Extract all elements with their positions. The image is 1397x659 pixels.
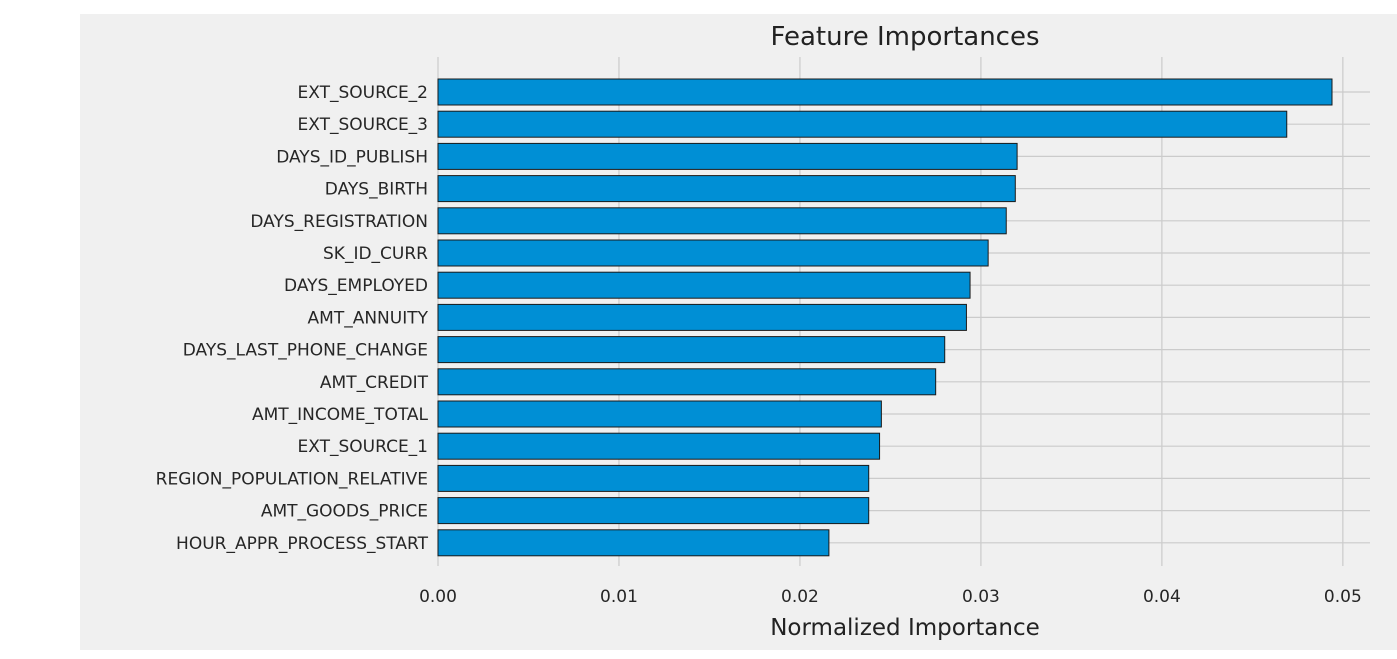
x-tick-label: 0.03 xyxy=(962,587,1000,607)
bar-days-last-phone-change xyxy=(437,336,946,364)
y-tick-label: EXT_SOURCE_2 xyxy=(298,83,428,103)
x-tick-label: 0.04 xyxy=(1143,587,1181,607)
x-tick-label: 0.02 xyxy=(781,587,819,607)
bar-amt-income-total xyxy=(437,400,882,428)
bar-amt-credit xyxy=(437,368,937,396)
bar-days-employed xyxy=(437,271,971,299)
y-tick-label: AMT_INCOME_TOTAL xyxy=(252,405,429,425)
y-tick-label: DAYS_REGISTRATION xyxy=(250,212,428,232)
bar-ext-source-2 xyxy=(437,78,1333,106)
chart-title: Feature Importances xyxy=(770,22,1039,52)
y-tick-label: EXT_SOURCE_1 xyxy=(298,437,428,457)
bar-days-birth xyxy=(437,175,1016,203)
y-tick-label: AMT_CREDIT xyxy=(320,373,429,393)
bar-days-id-publish xyxy=(437,142,1018,170)
y-tick-label: DAYS_LAST_PHONE_CHANGE xyxy=(183,341,428,361)
bar-days-registration xyxy=(437,207,1007,235)
x-tick-labels: 0.00 0.01 0.02 0.03 0.04 0.05 xyxy=(419,587,1362,607)
bar-region-population-relative xyxy=(437,464,870,492)
bar-hour-appr-process-start xyxy=(437,529,830,557)
x-tick-label: 0.00 xyxy=(419,587,457,607)
bar-ext-source-1 xyxy=(437,432,881,460)
x-tick-label: 0.05 xyxy=(1324,587,1362,607)
x-axis-title: Normalized Importance xyxy=(770,615,1040,641)
bar-amt-goods-price xyxy=(437,497,870,525)
bar-sk-id-curr xyxy=(437,239,989,267)
x-tick-label: 0.01 xyxy=(600,587,638,607)
y-tick-label: AMT_ANNUITY xyxy=(308,308,429,328)
y-tick-label: SK_ID_CURR xyxy=(323,244,428,264)
y-tick-label: DAYS_EMPLOYED xyxy=(284,276,428,296)
y-tick-label: DAYS_BIRTH xyxy=(325,180,428,200)
y-tick-label: HOUR_APPR_PROCESS_START xyxy=(176,534,429,554)
bars xyxy=(437,78,1333,557)
y-tick-label: EXT_SOURCE_3 xyxy=(298,115,428,135)
y-tick-label: DAYS_ID_PUBLISH xyxy=(276,147,428,167)
y-tick-label: REGION_POPULATION_RELATIVE xyxy=(156,469,428,489)
y-tick-labels: EXT_SOURCE_2 EXT_SOURCE_3 DAYS_ID_PUBLISH D… xyxy=(156,83,429,554)
bar-ext-source-3 xyxy=(437,110,1288,138)
bar-amt-annuity xyxy=(437,303,967,331)
y-tick-label: AMT_GOODS_PRICE xyxy=(261,502,428,522)
